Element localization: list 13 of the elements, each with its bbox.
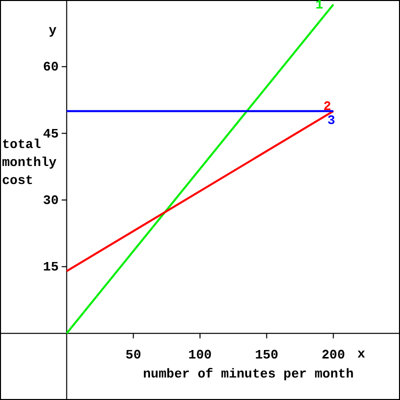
y-tick-label: 15	[43, 260, 59, 275]
series-label: 1	[315, 0, 324, 12]
x-tick-label: 200	[322, 347, 346, 362]
annotation: x	[357, 346, 366, 362]
series-label: 2	[323, 99, 332, 114]
annotation: y	[48, 23, 57, 38]
x-tick-label: 50	[126, 347, 142, 362]
x-axis-title: number of minutes per month	[143, 366, 354, 382]
y-tick-label: 60	[43, 60, 59, 75]
series-label: 3	[327, 113, 336, 128]
x-tick-label: 100	[188, 347, 212, 362]
x-tick-label: 150	[254, 347, 279, 362]
y-tick-label: 30	[43, 193, 59, 208]
